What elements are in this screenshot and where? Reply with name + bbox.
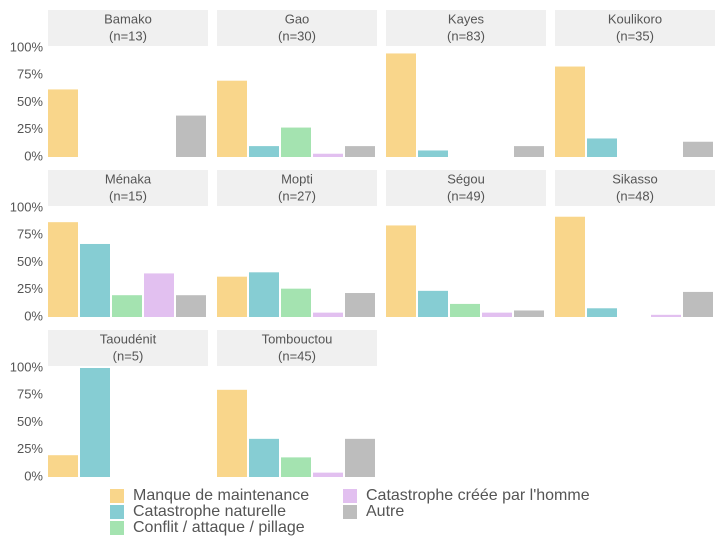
facet-subtitle: (n=30) xyxy=(278,28,316,43)
bar xyxy=(683,141,713,157)
facet-header xyxy=(48,10,208,46)
legend-swatch xyxy=(343,505,357,519)
bar xyxy=(249,146,279,157)
facet-header xyxy=(217,330,377,366)
legend-label: Autre xyxy=(366,503,404,520)
bar xyxy=(386,225,416,317)
facet-title: Tombouctou xyxy=(262,331,333,346)
bar xyxy=(587,308,617,317)
y-tick-label: 100% xyxy=(10,359,44,374)
y-tick-label: 75% xyxy=(17,227,43,242)
facet-title: Bamako xyxy=(104,11,152,26)
facet-title: Taoudénit xyxy=(100,331,157,346)
bar xyxy=(313,472,343,477)
facet-title: Ménaka xyxy=(105,171,152,186)
bar xyxy=(217,276,247,317)
facet-subtitle: (n=27) xyxy=(278,188,316,203)
bar xyxy=(313,153,343,157)
bar xyxy=(555,216,585,317)
facet-title: Mopti xyxy=(281,171,313,186)
bar xyxy=(80,368,110,477)
facet-title: Koulikoro xyxy=(608,11,662,26)
y-tick-label: 25% xyxy=(17,281,43,296)
facet-header xyxy=(555,10,715,46)
bar xyxy=(345,146,375,157)
bar xyxy=(249,438,279,477)
facet-header xyxy=(386,10,546,46)
bar xyxy=(651,314,681,317)
bar xyxy=(281,457,311,477)
bar xyxy=(249,272,279,317)
y-tick-label: 0% xyxy=(24,468,43,483)
bar xyxy=(217,80,247,157)
y-tick-label: 0% xyxy=(24,308,43,323)
facet-subtitle: (n=15) xyxy=(109,188,147,203)
bar xyxy=(313,312,343,317)
bar xyxy=(555,66,585,157)
bar xyxy=(418,290,448,317)
bar xyxy=(587,138,617,157)
y-tick-label: 50% xyxy=(17,414,43,429)
facet-header xyxy=(386,170,546,206)
facet-header xyxy=(48,330,208,366)
bar xyxy=(514,310,544,317)
y-tick-label: 75% xyxy=(17,387,43,402)
legend-swatch xyxy=(343,489,357,503)
facet-header xyxy=(555,170,715,206)
facet-title: Ségou xyxy=(447,171,485,186)
bar xyxy=(345,438,375,477)
legend-swatch xyxy=(110,489,124,503)
bar xyxy=(345,293,375,317)
facet-title: Gao xyxy=(285,11,310,26)
facet-header xyxy=(217,170,377,206)
bar xyxy=(683,291,713,317)
facet-subtitle: (n=45) xyxy=(278,348,316,363)
bar xyxy=(418,150,448,157)
bar xyxy=(450,303,480,317)
y-tick-label: 25% xyxy=(17,121,43,136)
y-tick-label: 50% xyxy=(17,94,43,109)
facet-subtitle: (n=48) xyxy=(616,188,654,203)
bar xyxy=(281,288,311,317)
facet-subtitle: (n=49) xyxy=(447,188,485,203)
bar xyxy=(176,295,206,317)
bar xyxy=(112,295,142,317)
legend-label: Catastrophe naturelle xyxy=(133,503,286,520)
bar xyxy=(144,273,174,317)
bar xyxy=(80,243,110,317)
legend-label: Conflit / attaque / pillage xyxy=(133,519,305,536)
y-tick-label: 50% xyxy=(17,254,43,269)
y-tick-label: 25% xyxy=(17,441,43,456)
facet-title: Kayes xyxy=(448,11,485,26)
bar xyxy=(176,115,206,157)
facet-header xyxy=(217,10,377,46)
facet-subtitle: (n=13) xyxy=(109,28,147,43)
y-tick-label: 100% xyxy=(10,39,44,54)
bar xyxy=(482,312,512,317)
bar xyxy=(281,127,311,157)
facet-header xyxy=(48,170,208,206)
bar xyxy=(48,89,78,157)
bar xyxy=(48,222,78,317)
bar xyxy=(217,389,247,477)
legend-label: Manque de maintenance xyxy=(133,487,309,504)
bar xyxy=(514,146,544,157)
y-tick-label: 0% xyxy=(24,148,43,163)
bar xyxy=(386,53,416,158)
legend-swatch xyxy=(110,521,124,535)
facet-subtitle: (n=83) xyxy=(447,28,485,43)
legend-swatch xyxy=(110,505,124,519)
facet-subtitle: (n=5) xyxy=(113,348,144,363)
y-tick-label: 100% xyxy=(10,199,44,214)
facet-title: Sikasso xyxy=(612,171,658,186)
facet-subtitle: (n=35) xyxy=(616,28,654,43)
bar xyxy=(48,455,78,477)
y-tick-label: 75% xyxy=(17,67,43,82)
legend-label: Catastrophe créée par l'homme xyxy=(366,487,590,504)
